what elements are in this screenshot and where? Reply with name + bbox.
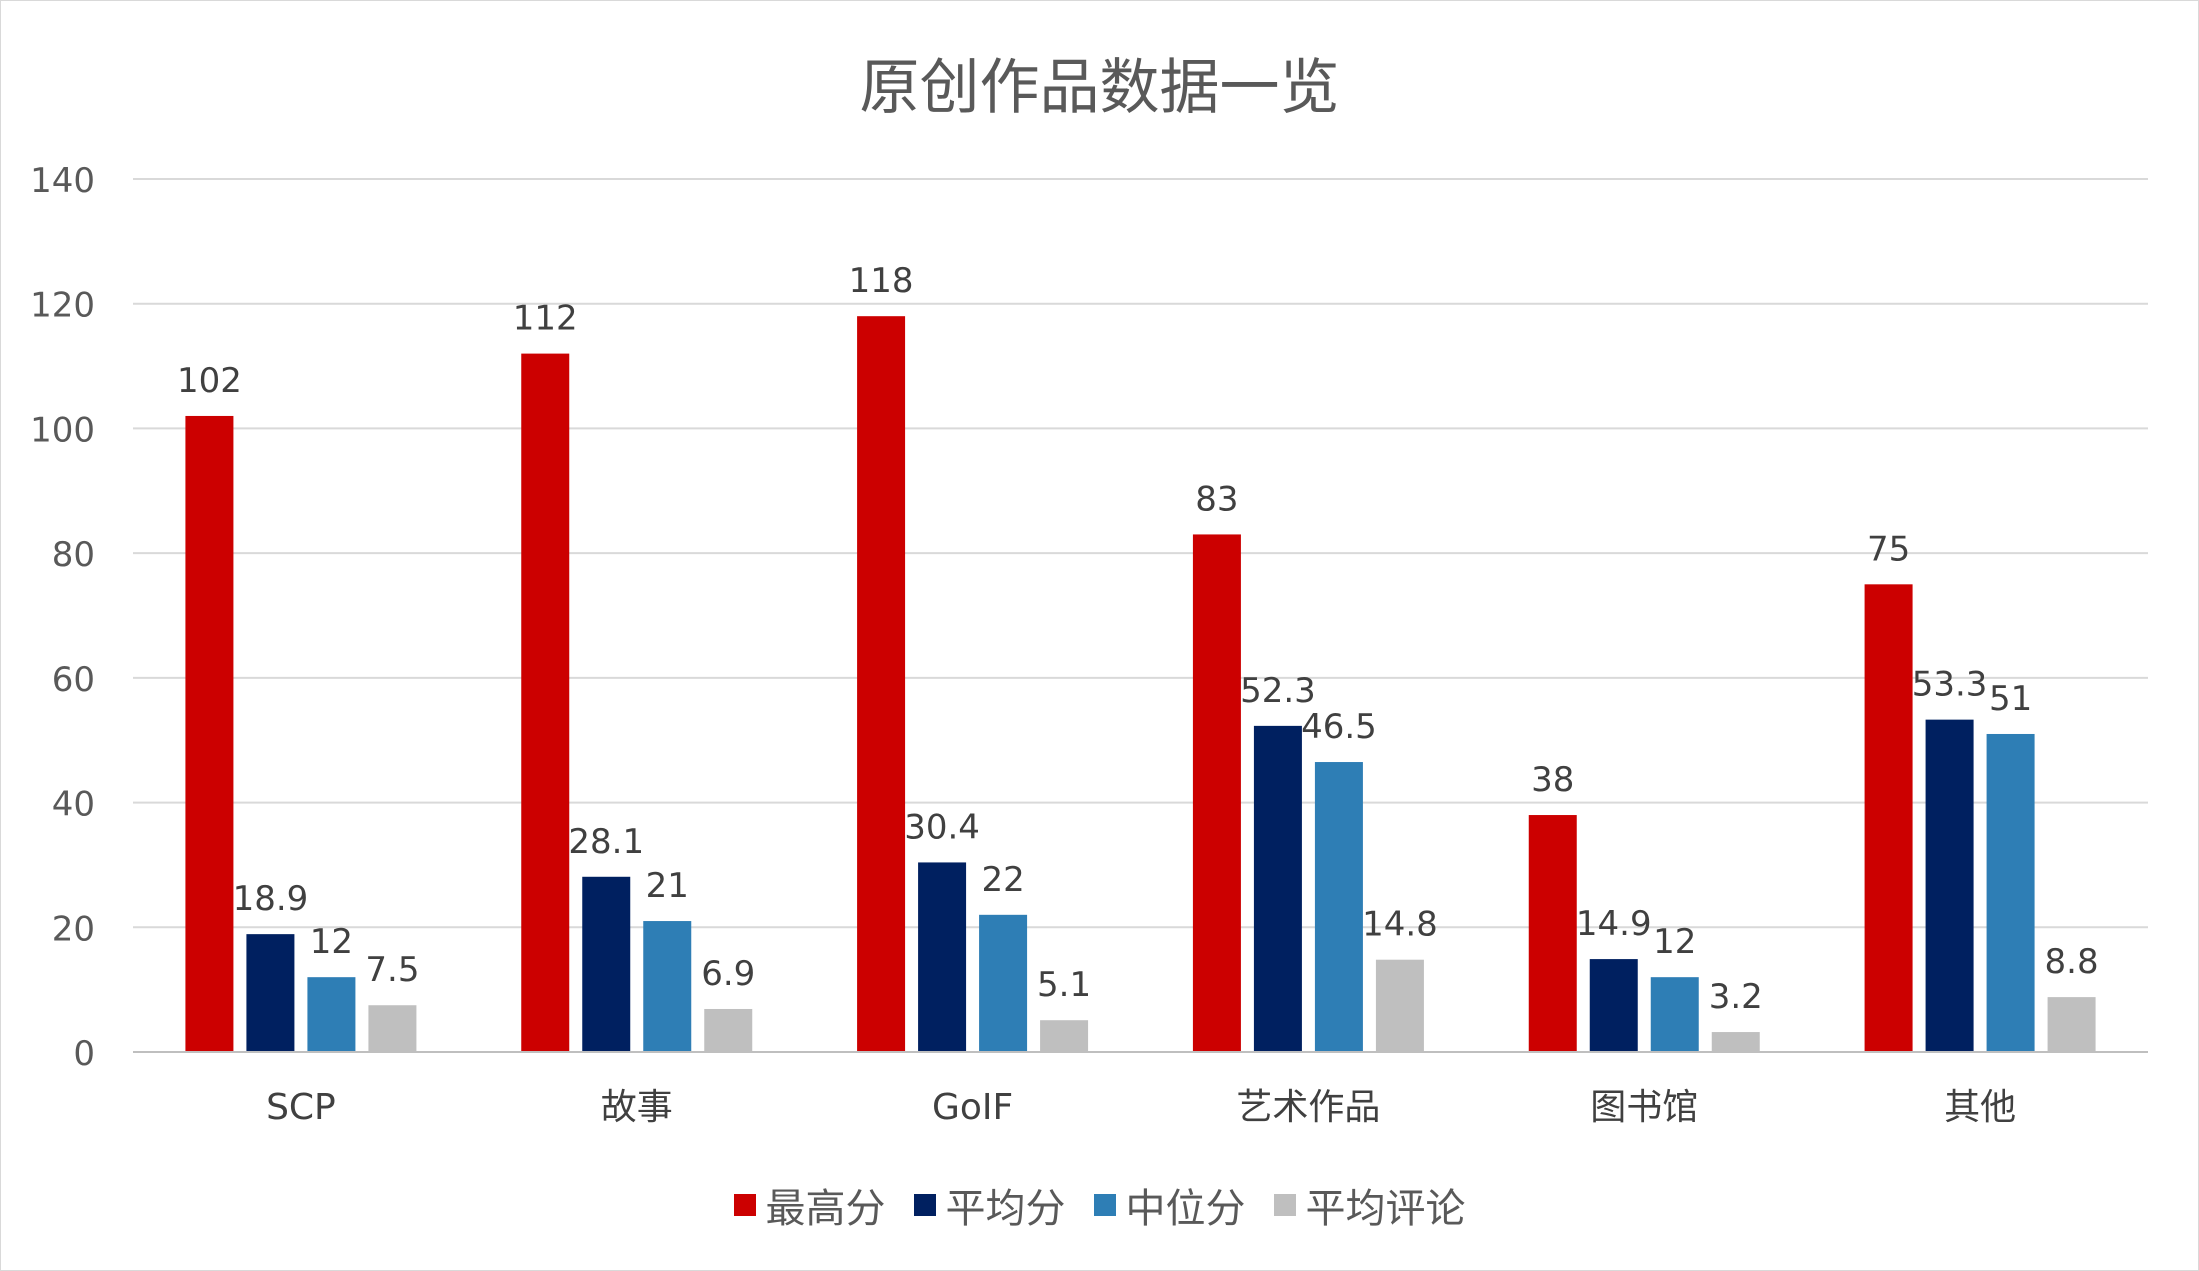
legend-label: 中位分 [1125,1186,1246,1232]
data-label: 18.9 [233,879,309,919]
bar [246,934,295,1052]
legend-swatch [913,1194,936,1216]
bar [918,862,967,1052]
y-tick-label: 0 [73,1034,95,1074]
legend: 最高分 平均分 中位分 平均评论 [1,1176,2198,1234]
y-tick-label: 100 [30,410,95,450]
bar [1253,725,1302,1052]
bar [1711,1032,1760,1052]
legend-item: 平均分 [913,1176,1066,1234]
legend-swatch [1093,1194,1116,1216]
bar [1864,584,1913,1052]
data-label: 5.1 [1037,965,1091,1005]
x-tick-label: 其他 [1944,1087,2016,1128]
bar [521,353,570,1053]
x-tick-label: 图书馆 [1590,1087,1698,1128]
y-tick-label: 80 [52,535,95,575]
legend-item: 平均评论 [1273,1176,1466,1234]
data-label: 30.4 [904,807,980,847]
bar [1314,762,1363,1052]
y-tick-label: 20 [52,909,95,949]
data-label: 38 [1531,760,1574,800]
data-label: 102 [177,361,242,401]
data-label: 46.5 [1301,707,1377,747]
data-label: 12 [1653,922,1696,962]
x-tick-label: SCP [266,1087,336,1128]
data-label: 51 [1989,679,2032,719]
data-label: 53.3 [1912,665,1988,705]
bar [704,1008,753,1052]
bar [1528,815,1577,1052]
legend-swatch [733,1194,756,1216]
data-label: 28.1 [568,822,644,862]
data-label: 8.8 [2045,942,2099,982]
bar [643,921,692,1052]
data-label: 118 [849,261,914,301]
bar [1986,733,2035,1052]
data-label: 14.8 [1362,905,1438,945]
data-label: 52.3 [1240,671,1316,711]
data-label: 22 [981,860,1024,900]
data-label: 83 [1195,479,1238,519]
bar [1925,719,1974,1052]
y-tick-label: 40 [52,785,95,825]
x-tick-label: GoIF [932,1087,1013,1128]
x-tick-label: 艺术作品 [1236,1087,1380,1128]
legend-swatch [1273,1194,1296,1216]
bar [1589,959,1638,1052]
y-tick-label: 60 [52,660,95,700]
data-label: 12 [310,922,353,962]
data-label: 21 [646,866,689,906]
legend-item: 中位分 [1093,1176,1246,1234]
bar [185,415,234,1052]
legend-label: 平均分 [945,1186,1066,1232]
bar [368,1005,417,1052]
bar [582,876,631,1052]
bar [1192,534,1241,1052]
bar [1040,1020,1089,1052]
data-label: 75 [1867,529,1910,569]
bar [1650,977,1699,1052]
data-label: 112 [513,299,578,339]
y-tick-label: 140 [30,161,95,201]
x-tick-label: 故事 [601,1087,673,1128]
bar [857,316,906,1053]
legend-item: 最高分 [733,1176,886,1234]
bar [2047,997,2096,1052]
data-label: 3.2 [1709,977,1763,1017]
chart-title: 原创作品数据一览 [859,53,1340,123]
y-tick-label: 120 [30,286,95,326]
legend-label: 最高分 [765,1186,886,1232]
bar [1375,959,1424,1052]
bar [307,977,356,1052]
bar [979,914,1028,1052]
data-label: 6.9 [701,954,755,994]
data-label: 14.9 [1576,904,1652,944]
legend-label: 平均评论 [1305,1186,1466,1232]
data-label: 7.5 [365,950,419,990]
